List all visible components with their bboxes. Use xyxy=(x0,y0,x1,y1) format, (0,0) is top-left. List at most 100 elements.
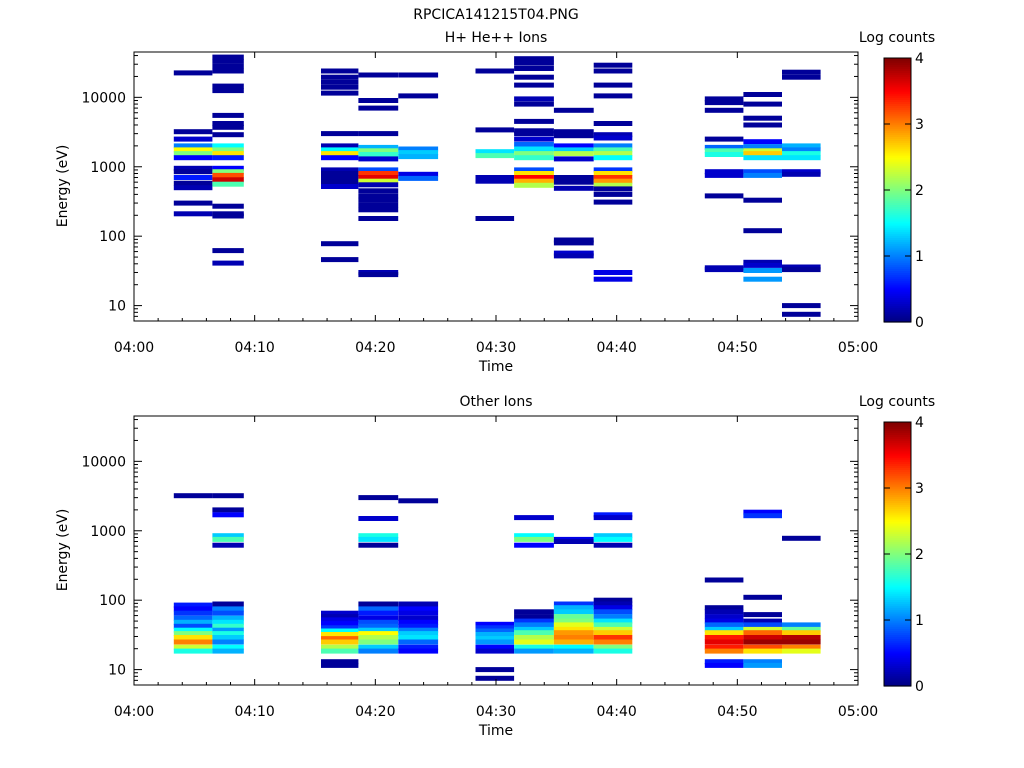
colorbar-swatch xyxy=(884,157,911,160)
y-axis: 10 100 1000 10000 xyxy=(81,419,858,686)
heatmap-cell xyxy=(358,623,399,629)
heatmap-cell xyxy=(553,626,594,632)
colorbar-swatch xyxy=(884,611,911,615)
colorbar-swatch xyxy=(884,630,911,633)
heatmap-cell xyxy=(514,542,554,548)
heatmap-cell xyxy=(782,648,821,654)
heatmap-cell xyxy=(704,618,744,624)
colorbar-swatch xyxy=(884,295,911,298)
colorbar-swatch xyxy=(884,488,911,491)
heatmap-cell xyxy=(593,276,633,282)
colorbar-swatch xyxy=(884,204,911,208)
heatmap-cell xyxy=(593,536,633,542)
heatmap-cell xyxy=(212,631,244,637)
colorbar-swatch xyxy=(884,504,911,508)
heatmap-cell xyxy=(782,535,821,541)
heatmap-cell xyxy=(358,193,399,199)
heatmap-cell xyxy=(593,155,633,161)
heatmap-cell xyxy=(475,667,515,673)
heatmap-cell xyxy=(398,644,439,650)
heatmap-cell xyxy=(475,153,515,159)
heatmap-cell xyxy=(358,495,399,501)
colorbar-swatch xyxy=(884,675,911,679)
colorbar-swatch xyxy=(884,440,911,444)
heatmap-cell xyxy=(704,193,744,199)
heatmap-cell xyxy=(743,115,782,121)
colorbar-swatch xyxy=(884,624,911,627)
heatmap-cell xyxy=(321,614,359,620)
colorbar-swatch xyxy=(884,432,911,435)
heatmap-cell xyxy=(704,136,744,142)
heatmap-cell xyxy=(743,268,782,273)
colorbar-swatch xyxy=(884,485,911,489)
colorbar-swatch xyxy=(884,260,911,263)
heatmap-cell xyxy=(743,148,782,154)
panel-other-ions: Other Ions Log counts 04:00 04:10 04:20 04:… xyxy=(55,394,935,739)
heatmap-cell xyxy=(173,151,213,157)
heatmap-cell xyxy=(782,311,821,317)
colorbar-swatch xyxy=(884,442,911,446)
heatmap-cell xyxy=(704,614,744,620)
colorbar-swatch xyxy=(884,107,911,111)
colorbar-swatch xyxy=(884,78,911,82)
heatmap-cell xyxy=(593,533,633,539)
heatmap-cell xyxy=(173,169,213,175)
colorbar-swatch xyxy=(884,142,911,146)
colorbar-swatch xyxy=(884,315,911,319)
heatmap-cell xyxy=(743,644,782,650)
colorbar-swatch xyxy=(884,632,911,636)
heatmap-cell xyxy=(514,96,554,102)
heatmap-cell xyxy=(593,182,633,188)
colorbar-swatch xyxy=(884,508,911,512)
colorbar-swatch xyxy=(884,253,911,257)
heatmap-cell xyxy=(212,606,244,612)
heatmap-cell xyxy=(743,276,782,282)
heatmap-cell xyxy=(743,635,782,640)
heatmap-cell xyxy=(553,618,594,624)
heatmap-cell xyxy=(212,639,244,645)
heatmap-cell xyxy=(743,259,782,265)
heatmap-cell xyxy=(782,151,821,157)
colorbar-swatch xyxy=(884,198,911,201)
colorbar-swatch xyxy=(884,605,911,609)
colorbar-swatch xyxy=(884,525,911,528)
heatmap-cell xyxy=(553,601,594,607)
heatmap-cells xyxy=(173,54,821,317)
colorbar-swatch xyxy=(884,243,911,247)
heatmap-cell xyxy=(212,112,244,118)
heatmap-cell xyxy=(475,178,515,184)
colorbar-swatch xyxy=(884,677,911,681)
colorbar-swatch xyxy=(884,457,911,460)
heatmap-cell xyxy=(212,213,244,219)
colorbar-swatch xyxy=(884,144,911,148)
colorbar-swatch xyxy=(884,659,911,662)
colorbar-swatch xyxy=(884,167,911,170)
colorbar-swatch xyxy=(884,251,911,255)
heatmap-cell xyxy=(212,627,244,633)
heatmap-cell xyxy=(514,618,554,624)
heatmap-cell xyxy=(514,128,554,134)
heatmap-cell xyxy=(704,605,744,611)
colorbar-swatch xyxy=(884,268,911,272)
heatmap-cell xyxy=(358,648,399,654)
colorbar-swatch xyxy=(884,214,911,218)
heatmap-cell xyxy=(321,617,359,623)
colorbar-swatch xyxy=(884,593,911,596)
colorbar-swatch xyxy=(884,640,911,644)
heatmap-cell xyxy=(358,216,399,221)
heatmap-cell xyxy=(321,68,359,74)
heatmap-cell xyxy=(321,621,359,627)
colorbar-swatch xyxy=(884,622,911,625)
colorbar-swatch xyxy=(884,163,911,166)
heatmap-cell xyxy=(704,172,744,178)
colorbar-swatch xyxy=(884,237,911,241)
colorbar-swatch xyxy=(884,591,911,594)
heatmap-cell xyxy=(743,513,782,519)
heatmap-cell xyxy=(398,635,439,640)
heatmap-cell xyxy=(321,184,359,189)
colorbar-swatch xyxy=(884,148,911,152)
colorbar-swatch xyxy=(884,438,911,442)
heatmap-cell xyxy=(358,72,399,78)
colorbar-swatch xyxy=(884,494,911,497)
heatmap-cell xyxy=(321,662,359,668)
